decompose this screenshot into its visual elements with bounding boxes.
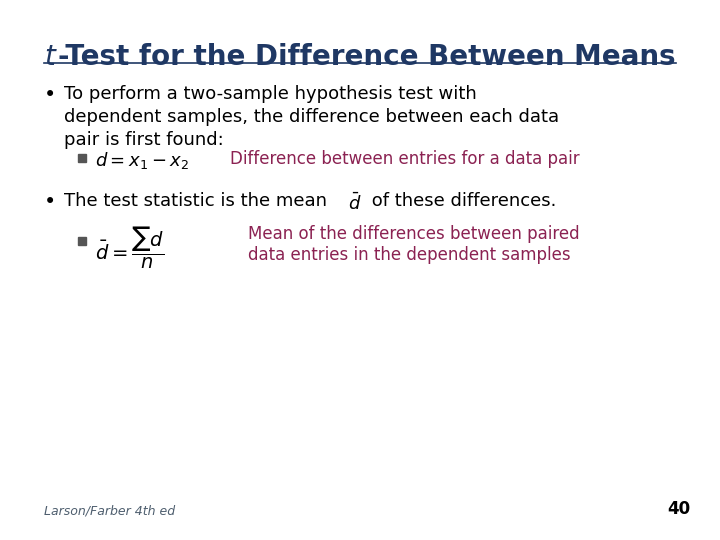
Text: •: •	[44, 192, 56, 212]
Text: 40: 40	[667, 500, 690, 518]
Text: -Test for the Difference Between Means: -Test for the Difference Between Means	[58, 43, 675, 71]
Text: $\bar{d} = \dfrac{\sum d}{n}$: $\bar{d} = \dfrac{\sum d}{n}$	[95, 225, 164, 271]
Text: Mean of the differences between paired: Mean of the differences between paired	[248, 225, 580, 243]
Bar	[78, 154, 86, 162]
Text: •: •	[44, 85, 56, 105]
Text: The test statistic is the mean: The test statistic is the mean	[64, 192, 327, 210]
Text: $d = x_1 - x_2$: $d = x_1 - x_2$	[95, 150, 189, 171]
Bar	[78, 237, 86, 245]
Text: $\bar{d}$: $\bar{d}$	[348, 192, 361, 214]
Text: pair is first found:: pair is first found:	[64, 131, 224, 149]
Text: Larson/Farber 4th ed: Larson/Farber 4th ed	[44, 505, 175, 518]
Text: data entries in the dependent samples: data entries in the dependent samples	[248, 246, 571, 264]
Text: of these differences.: of these differences.	[366, 192, 557, 210]
Text: To perform a two-sample hypothesis test with: To perform a two-sample hypothesis test …	[64, 85, 477, 103]
Text: $t$: $t$	[44, 43, 58, 71]
Text: dependent samples, the difference between each data: dependent samples, the difference betwee…	[64, 108, 559, 126]
Text: Difference between entries for a data pair: Difference between entries for a data pa…	[230, 150, 580, 168]
